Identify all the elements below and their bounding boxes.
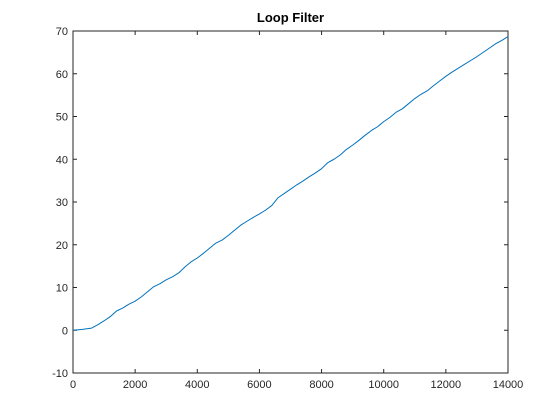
x-tick-label: 2000 — [123, 379, 147, 391]
x-tick-label: 10000 — [368, 379, 399, 391]
x-tick-label: 0 — [70, 379, 76, 391]
y-tick-label: 70 — [56, 26, 68, 38]
y-tick-label: 50 — [56, 112, 68, 124]
y-tick-label: -10 — [52, 368, 68, 380]
x-axis-ticks: 0 2000 4000 6000 8000 10000 12000 14000 — [70, 31, 523, 391]
y-tick-label: 0 — [62, 325, 68, 337]
series-line-1 — [72, 36, 509, 331]
y-tick-label: 40 — [56, 154, 68, 166]
chart-title: Loop Filter — [257, 10, 324, 25]
y-tick-label: 10 — [56, 283, 68, 295]
y-tick-label: 20 — [56, 240, 68, 252]
y-tick-label: 60 — [56, 69, 68, 81]
y-axis-ticks: -10 0 10 20 30 40 50 60 70 — [52, 26, 508, 380]
x-tick-label: 6000 — [247, 379, 271, 391]
x-tick-label: 14000 — [493, 379, 524, 391]
axes: 0 2000 4000 6000 8000 10000 12000 14000 -100102… — [52, 26, 523, 391]
y-tick-label: 30 — [56, 197, 68, 209]
series-group — [72, 36, 509, 331]
x-tick-label: 12000 — [431, 379, 462, 391]
x-tick-label: 8000 — [309, 379, 333, 391]
x-tick-label: 4000 — [185, 379, 209, 391]
plot-area — [72, 30, 509, 374]
